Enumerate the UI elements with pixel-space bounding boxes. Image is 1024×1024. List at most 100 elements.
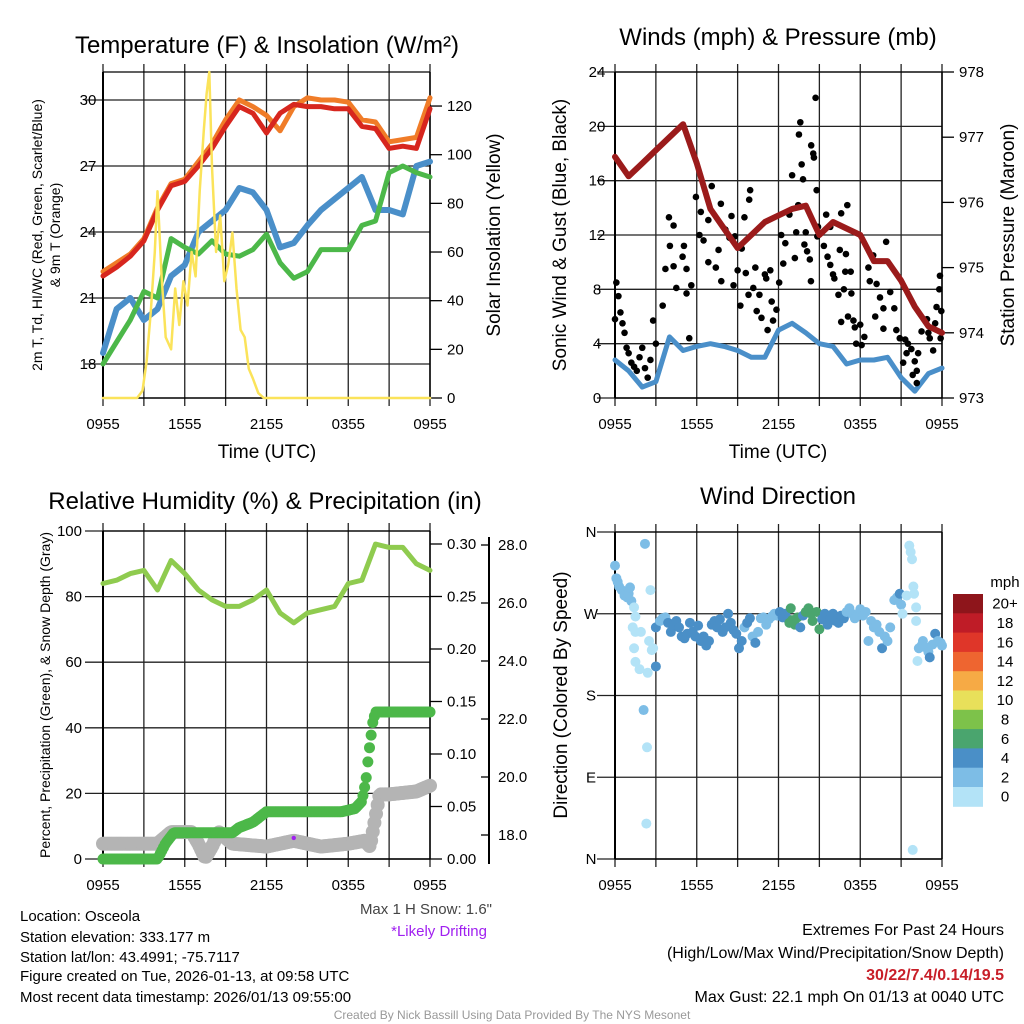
gust-point: [831, 275, 838, 282]
y-axis-label: Direction (Colored By Speed): [551, 571, 572, 818]
y2-tick-label: 60: [447, 244, 464, 261]
created-text: Figure created on Tue, 2026-01-13, at 09…: [20, 968, 350, 985]
wind-direction-point: [811, 606, 822, 617]
gust-point: [728, 212, 735, 220]
colorbar-label: 10: [997, 692, 1014, 709]
insolation-line: [101, 70, 432, 400]
x-tick-label: 0955: [598, 416, 631, 433]
location-text: Location: Osceola: [20, 908, 141, 925]
gust-point: [842, 250, 850, 258]
gust-point: [749, 284, 757, 292]
gust-point: [911, 358, 919, 365]
x-tick-label: 1555: [680, 877, 713, 894]
precip-point: [362, 756, 374, 768]
panel-title: Wind Direction: [700, 483, 856, 510]
y-tick-label: 80: [65, 589, 82, 606]
gust-point: [929, 347, 937, 354]
y2-tick-label: 974: [959, 325, 984, 342]
x-tick-label: 0955: [598, 877, 631, 894]
x-tick-label: 0955: [413, 877, 446, 894]
gust-point: [886, 288, 894, 296]
speed-colorbar-legend: mph 20+ 18 16 14 12 10 8 6 4 2 0: [953, 574, 1020, 807]
drifting-point: [291, 835, 296, 841]
gust-point: [840, 286, 848, 293]
wind-direction-point: [731, 628, 742, 639]
gust-point: [935, 286, 943, 293]
max-snow-label: Max 1 H Snow: 1.6": [360, 901, 492, 918]
y-tick-label: 27: [80, 158, 97, 175]
gust-point: [633, 367, 641, 375]
snow-tick-label: 26.0: [498, 595, 527, 612]
wind-direction-point: [785, 603, 796, 614]
gust-point: [683, 265, 690, 273]
gust-point: [850, 317, 857, 324]
gust-point: [673, 284, 680, 292]
x-tick-label: 0355: [844, 416, 877, 433]
gust-point: [775, 279, 783, 286]
colorbar-label: 0: [1001, 789, 1009, 806]
gust-point: [700, 237, 707, 244]
station-info: Location: Osceola Station elevation: 333…: [20, 908, 351, 1006]
colorbar-swatch: [953, 729, 983, 749]
colorbar-label: 6: [1001, 731, 1009, 748]
gust-point: [768, 298, 775, 305]
precip-tick-label: 0.25: [447, 589, 476, 606]
x-tick-label: 1555: [168, 877, 201, 894]
gust-point: [647, 356, 654, 364]
y2-tick-label: 40: [447, 293, 464, 310]
wind-direction-point: [896, 599, 907, 610]
colorbar-label: 16: [997, 634, 1014, 651]
gust-point: [807, 142, 815, 149]
wind-direction-point: [912, 655, 923, 666]
max-gust-text: Max Gust: 22.1 mph On 01/13 at 0040 UTC: [695, 989, 1005, 1006]
gust-point: [865, 264, 872, 271]
gust-point: [933, 303, 940, 311]
colorbar-label: 14: [997, 654, 1014, 671]
wind-direction-point: [882, 636, 893, 647]
y-tick-label: 30: [80, 92, 97, 109]
gust-point: [909, 371, 917, 379]
extremes-info: Extremes For Past 24 Hours (High/Low/Max…: [667, 922, 1004, 1006]
gust-point: [652, 340, 660, 347]
gust-point: [925, 329, 932, 337]
snow-tick-label: 22.0: [498, 711, 527, 728]
gust-point: [801, 241, 808, 248]
gust-point: [899, 359, 907, 366]
colorbar-swatch: [953, 594, 983, 614]
precip-point: [424, 706, 436, 718]
gust-point: [712, 264, 720, 271]
gust-point: [791, 254, 799, 262]
gust-point: [617, 309, 624, 316]
gust-point: [914, 349, 922, 357]
gust-point: [802, 228, 810, 236]
gust-point: [876, 294, 884, 301]
precip-point: [360, 772, 372, 784]
wind-direction-point: [684, 617, 695, 628]
gust-point: [788, 171, 796, 179]
colorbar-title: mph: [990, 574, 1019, 591]
x-tick-label: 0355: [332, 416, 365, 433]
wind-direction-point: [624, 582, 635, 593]
gust-point: [746, 186, 754, 194]
y2-axis-label: Solar Insolation (Yellow): [484, 133, 505, 336]
x-tick-label: 0955: [86, 877, 119, 894]
wind-direction-point: [807, 616, 818, 627]
snow-tick-label: 18.0: [498, 827, 527, 844]
gust-point: [756, 291, 763, 299]
gust-point: [826, 261, 834, 269]
gust-point: [782, 239, 789, 247]
x-tick-label: 0955: [86, 416, 119, 433]
gust-point: [769, 317, 777, 324]
gust-point: [745, 291, 752, 299]
gust-point: [871, 313, 879, 320]
y-tick-label: 20: [589, 118, 606, 135]
colorbar-swatch: [953, 709, 983, 730]
gust-point: [734, 267, 741, 274]
gust-point: [936, 272, 944, 280]
colorbar-swatch: [953, 767, 983, 788]
wind-direction-point: [908, 581, 919, 592]
colorbar-label: 12: [997, 673, 1014, 690]
precip-tick-label: 0.05: [447, 799, 476, 816]
